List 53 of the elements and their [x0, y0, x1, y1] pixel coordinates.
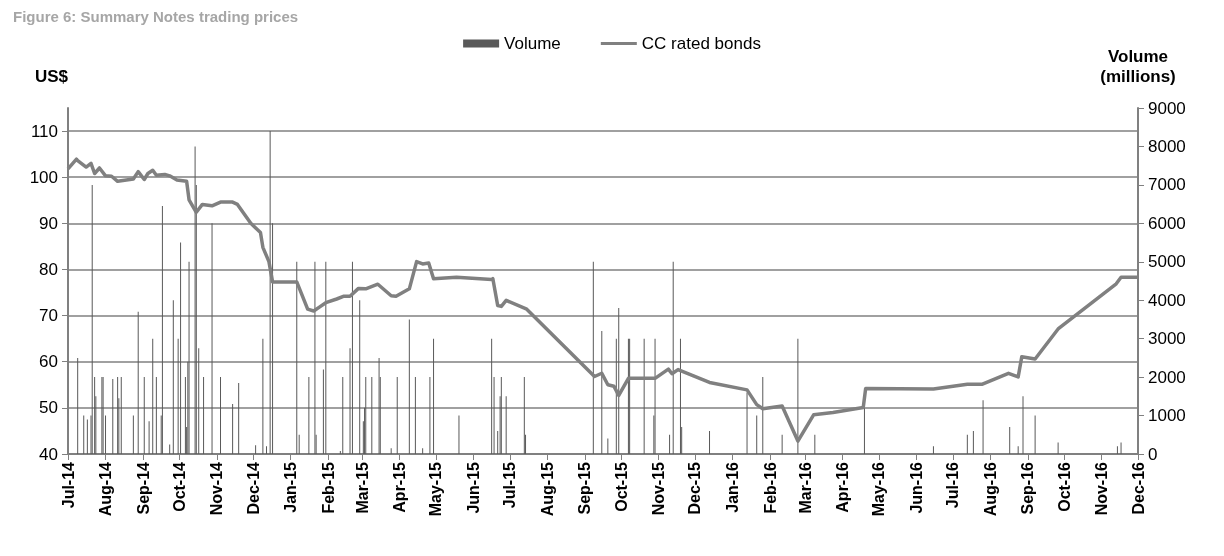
x-tick-label: Jul-16	[944, 461, 962, 509]
x-tick-label: Feb-15	[319, 461, 337, 514]
y2-tick-label: 5000	[1148, 252, 1186, 272]
y2-tick-label: 2000	[1148, 367, 1186, 387]
y2-tick-label: 6000	[1148, 213, 1186, 233]
y-tick-label: 110	[30, 121, 58, 141]
x-tick-label: Aug-15	[538, 461, 556, 517]
x-tick-label: Nov-16	[1093, 461, 1111, 516]
legend-label: Volume	[504, 34, 561, 53]
y-tick-label: 80	[39, 259, 58, 279]
x-tick-label: Jan-15	[282, 461, 300, 513]
x-tick-label: Dec-16	[1129, 461, 1147, 515]
x-tick-label: Jan-16	[724, 461, 742, 513]
x-tick-label: Feb-16	[761, 461, 779, 514]
x-tick-label: Apr-15	[391, 461, 409, 513]
y2-tick-label: 8000	[1148, 136, 1186, 156]
y-axis-title: US$	[34, 66, 69, 86]
x-tick-label: May-16	[870, 461, 888, 517]
x-tick-label: Sep-14	[134, 461, 152, 515]
x-tick-label: Sep-16	[1019, 461, 1037, 515]
y-tick-label: 50	[39, 398, 58, 418]
x-tick-label: Jul-14	[59, 461, 77, 509]
y2-axis-title: Volume (millions)	[1100, 46, 1176, 86]
x-tick-label: Apr-16	[834, 461, 852, 513]
x-tick-label: Dec-14	[244, 461, 262, 515]
y2-tick-label: 7000	[1148, 175, 1186, 195]
y2-tick-label: 3000	[1148, 329, 1186, 349]
x-tick-label: May-15	[427, 461, 445, 517]
x-tick-label: Jun-16	[908, 461, 925, 514]
x-tick-label: Mar-15	[353, 461, 371, 514]
y2-tick-label: 0	[1148, 444, 1158, 464]
y-tick-label: 90	[39, 213, 58, 233]
x-tick-label: Oct-15	[612, 461, 630, 512]
y-tick-label: 40	[39, 444, 58, 464]
x-tick-label: Jul-15	[501, 461, 519, 509]
x-tick-label: Sep-15	[576, 461, 594, 515]
x-tick-label: Aug-14	[97, 461, 115, 517]
y2-tick-label: 1000	[1148, 406, 1186, 426]
x-tick-label: Dec-15	[686, 461, 704, 515]
y-tick-label: 70	[39, 306, 58, 326]
y2-tick-label: 9000	[1148, 98, 1186, 118]
chart-title: Figure 6: Summary Notes trading prices	[13, 8, 299, 25]
x-tick-label: Aug-16	[981, 461, 999, 517]
y2-tick-label: 4000	[1148, 290, 1186, 310]
x-tick-label: Nov-14	[208, 461, 226, 516]
x-tick-label: Jun-15	[464, 461, 482, 514]
y-tick-label: 100	[29, 167, 58, 187]
x-tick-label: Oct-14	[170, 461, 188, 512]
y-tick-label: 60	[39, 352, 58, 372]
legend-label: CC rated bonds	[641, 34, 761, 53]
x-tick-label: Nov-15	[650, 461, 668, 516]
x-tick-label: Oct-16	[1055, 461, 1073, 512]
x-tick-label: Mar-16	[796, 461, 814, 514]
